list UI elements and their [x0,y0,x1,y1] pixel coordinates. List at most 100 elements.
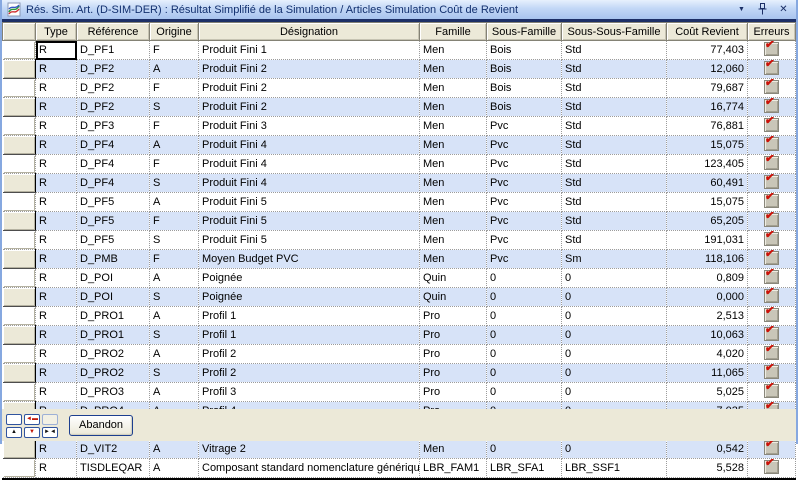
cell-type[interactable]: R [35,382,77,402]
table-row[interactable]: R D_PRO1 S Profil 1 Pro 0 0 10,063 ✔ [2,325,796,345]
cell-sous-famille[interactable]: Pvc [486,135,562,155]
cell-sous-sous-famille[interactable]: LBR_SSF1 [561,458,667,478]
cell-type[interactable]: R [35,363,77,383]
cell-cout-revient[interactable]: 123,405 [666,154,748,174]
cell-sous-sous-famille[interactable]: Std [561,173,667,193]
cell-designation[interactable]: Profil 1 [198,325,420,345]
cell-cout-revient[interactable]: 11,065 [666,363,748,383]
cell-cout-revient[interactable]: 2,513 [666,306,748,326]
cell-cout-revient[interactable]: 118,106 [666,249,748,269]
nav-down-button[interactable]: ▼ [24,426,40,438]
row-selector[interactable] [2,78,36,98]
cell-reference[interactable]: D_PF4 [76,154,150,174]
cell-type[interactable]: R [35,249,77,269]
table-row[interactable]: R D_PRO2 A Profil 2 Pro 0 0 4,020 ✔ [2,344,796,364]
cell-famille[interactable]: Men [419,78,487,98]
col-header-type[interactable]: Type [35,22,77,41]
cell-erreurs[interactable]: ✔ [747,287,796,307]
cell-cout-revient[interactable]: 76,881 [666,116,748,136]
cell-reference[interactable]: D_VIT2 [76,439,150,459]
cell-type[interactable]: R [35,135,77,155]
cell-designation[interactable]: Moyen Budget PVC [198,249,420,269]
cell-reference[interactable]: D_PF4 [76,135,150,155]
cell-erreurs[interactable]: ✔ [747,154,796,174]
cell-famille[interactable]: Men [419,116,487,136]
cell-sous-sous-famille[interactable]: Std [561,97,667,117]
col-header-sous-famille[interactable]: Sous-Famille [486,22,562,41]
cell-designation[interactable]: Produit Fini 2 [198,97,420,117]
cell-reference[interactable]: D_PRO3 [76,382,150,402]
cell-famille[interactable]: Men [419,135,487,155]
cell-famille[interactable]: Pro [419,382,487,402]
cell-origine[interactable]: F [149,40,199,60]
cell-sous-sous-famille[interactable]: Std [561,116,667,136]
cell-designation[interactable]: Produit Fini 5 [198,230,420,250]
nav-arrow-left-button[interactable]: ◄▬ [24,413,40,425]
cell-cout-revient[interactable]: 5,528 [666,458,748,478]
cell-sous-sous-famille[interactable]: 0 [561,363,667,383]
table-row[interactable]: R D_VIT2 A Vitrage 2 Men 0 0 0,542 ✔ [2,439,796,459]
cell-designation[interactable]: Composant standard nomenclature génériqu… [198,458,420,478]
cell-famille[interactable]: Men [419,97,487,117]
table-row[interactable]: R D_POI A Poignée Quin 0 0 0,809 ✔ [2,268,796,288]
cell-type[interactable]: R [35,306,77,326]
cell-reference[interactable]: D_PF5 [76,211,150,231]
table-row[interactable]: R D_PF2 S Produit Fini 2 Men Bois Std 16… [2,97,796,117]
cell-cout-revient[interactable]: 16,774 [666,97,748,117]
cell-origine[interactable]: A [149,59,199,79]
cell-cout-revient[interactable]: 60,491 [666,173,748,193]
nav-blank-2-button[interactable] [42,413,58,425]
cell-famille[interactable]: Quin [419,287,487,307]
row-selector[interactable] [2,97,36,117]
cell-origine[interactable]: A [149,344,199,364]
row-selector[interactable] [2,135,36,155]
cell-famille[interactable]: Men [419,173,487,193]
cell-cout-revient[interactable]: 12,060 [666,59,748,79]
cell-reference[interactable]: D_PRO2 [76,363,150,383]
cell-reference[interactable]: D_PF2 [76,59,150,79]
cell-type[interactable]: R [35,287,77,307]
cell-cout-revient[interactable]: 79,687 [666,78,748,98]
cell-famille[interactable]: Men [419,154,487,174]
cell-sous-famille[interactable]: 0 [486,287,562,307]
table-row[interactable]: R D_PF5 A Produit Fini 5 Men Pvc Std 15,… [2,192,796,212]
cell-cout-revient[interactable]: 15,075 [666,135,748,155]
cell-sous-famille[interactable]: 0 [486,325,562,345]
row-selector[interactable] [2,287,36,307]
cell-designation[interactable]: Produit Fini 4 [198,135,420,155]
cell-reference[interactable]: D_PF3 [76,116,150,136]
row-selector[interactable] [2,382,36,402]
cell-cout-revient[interactable]: 0,542 [666,439,748,459]
col-header-designation[interactable]: Désignation [198,22,420,41]
row-selector[interactable] [2,439,36,459]
cell-erreurs[interactable]: ✔ [747,230,796,250]
cell-sous-sous-famille[interactable]: 0 [561,439,667,459]
row-selector[interactable] [2,173,36,193]
cell-origine[interactable]: S [149,363,199,383]
cell-type[interactable]: R [35,211,77,231]
cell-origine[interactable]: A [149,306,199,326]
table-row[interactable]: R D_PF4 S Produit Fini 4 Men Pvc Std 60,… [2,173,796,193]
cell-designation[interactable]: Produit Fini 2 [198,78,420,98]
cell-sous-sous-famille[interactable]: 0 [561,306,667,326]
cell-origine[interactable]: A [149,382,199,402]
cell-sous-famille[interactable]: 0 [486,306,562,326]
cell-reference[interactable]: D_PRO1 [76,306,150,326]
cell-type[interactable]: R [35,268,77,288]
cell-type[interactable]: R [35,78,77,98]
cell-designation[interactable]: Poignée [198,287,420,307]
cell-sous-sous-famille[interactable]: Std [561,78,667,98]
window-menu-button[interactable]: ▼ [733,2,750,17]
cell-erreurs[interactable]: ✔ [747,268,796,288]
cell-sous-sous-famille[interactable]: 0 [561,268,667,288]
cell-designation[interactable]: Produit Fini 5 [198,192,420,212]
cell-sous-famille[interactable]: Pvc [486,230,562,250]
cell-sous-famille[interactable]: Pvc [486,192,562,212]
cell-reference[interactable]: D_PF2 [76,78,150,98]
cell-erreurs[interactable]: ✔ [747,192,796,212]
table-row[interactable]: R D_PMB F Moyen Budget PVC Men Pvc Sm 11… [2,249,796,269]
cell-famille[interactable]: Quin [419,268,487,288]
cell-famille[interactable]: Pro [419,363,487,383]
table-row[interactable]: R D_PRO3 A Profil 3 Pro 0 0 5,025 ✔ [2,382,796,402]
col-header-origine[interactable]: Origine [149,22,199,41]
